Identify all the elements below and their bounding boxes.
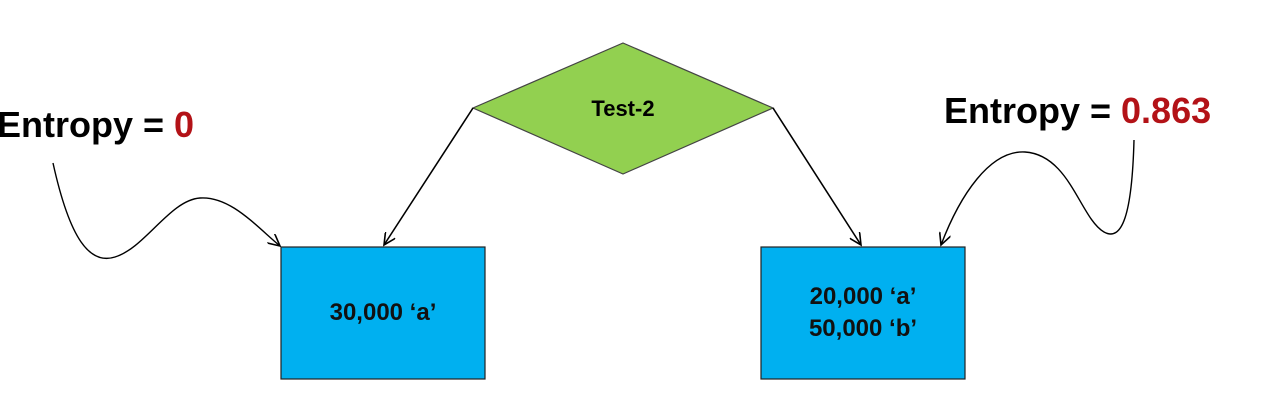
left-entropy-prefix: Entropy =: [0, 104, 175, 145]
left-entropy-value: 0: [174, 104, 195, 145]
decision-node-label: Test-2: [591, 96, 655, 121]
left-branch-arrow: [384, 107, 474, 245]
right-entropy-label: Entropy = 0.863: [944, 93, 1211, 129]
left-leaf-label: 30,000 ‘a’: [281, 297, 485, 329]
left-entropy-callout-arrow: [52, 162, 280, 260]
right-leaf-box: [760, 246, 966, 380]
right-entropy-callout-arrow: [941, 139, 1135, 245]
right-entropy-prefix: Entropy =: [944, 90, 1122, 131]
right-leaf-line: 20,000 ‘a’: [809, 283, 917, 310]
left-entropy-label: Entropy = 0: [0, 107, 194, 143]
left-leaf-line: 30,000 ‘a’: [329, 299, 437, 326]
right-branch-arrow: [772, 107, 861, 245]
right-leaf-line: 50,000 ‘b’: [808, 315, 918, 342]
test-2-decision-diamond: [471, 42, 775, 175]
right-entropy-value: 0.863: [1121, 90, 1212, 131]
left-leaf-box: [280, 246, 486, 380]
right-leaf-label: 20,000 ‘a’ 50,000 ‘b’: [761, 281, 965, 345]
